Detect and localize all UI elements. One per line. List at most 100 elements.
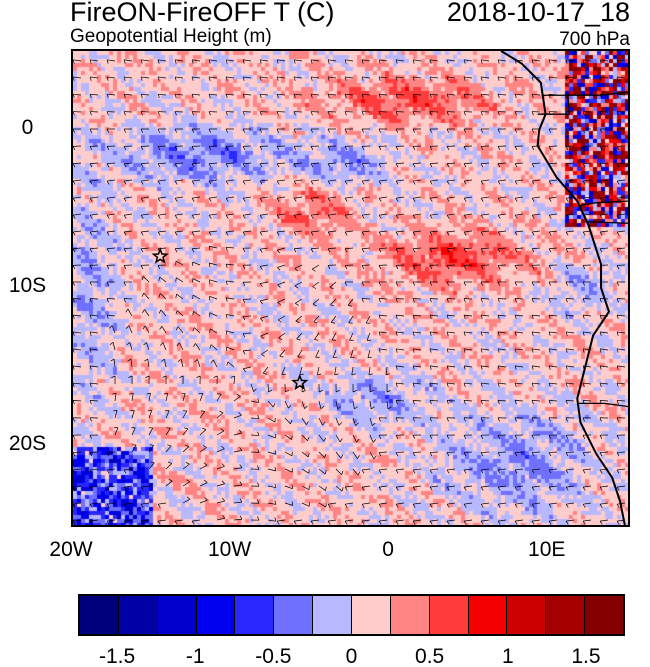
- wind-barb-tick: [242, 128, 245, 133]
- wind-barb: [294, 162, 303, 165]
- wind-barb-tick: [599, 163, 603, 168]
- wind-barb: [481, 162, 490, 165]
- wind-barb-tick: [174, 248, 178, 253]
- wind-barb: [413, 213, 422, 216]
- wind-barb: [566, 247, 575, 250]
- wind-barb-tick: [140, 486, 144, 491]
- wind-barb-tick: [242, 94, 245, 99]
- wind-barb-tick: [174, 520, 178, 525]
- wind-barb-tick: [361, 469, 365, 474]
- wind-barb-tick: [582, 59, 585, 64]
- wind-barb-tick: [327, 520, 331, 525]
- wind-barb: [481, 59, 490, 62]
- wind-barb-tick: [599, 76, 602, 81]
- wind-barb-tick: [378, 214, 382, 219]
- wind-barb: [464, 331, 473, 334]
- wind-barb: [497, 451, 507, 453]
- wind-barb-tick: [73, 265, 76, 270]
- wind-barb: [447, 314, 456, 317]
- wind-barb-tick: [344, 197, 348, 202]
- wind-barb: [396, 213, 405, 216]
- wind-barb-tick: [514, 248, 518, 253]
- wind-barb: [583, 76, 592, 79]
- wind-barb-tick: [268, 389, 273, 393]
- wind-barb-tick: [514, 452, 518, 457]
- wind-barb: [464, 196, 473, 199]
- wind-barb: [318, 400, 322, 409]
- colorbar-swatch: [507, 596, 547, 634]
- wind-barb: [335, 417, 340, 426]
- wind-barb: [328, 76, 337, 79]
- wind-barb: [260, 162, 269, 165]
- wind-barb: [413, 502, 422, 505]
- wind-barb-tick: [378, 435, 382, 439]
- wind-barb-tick: [361, 281, 364, 286]
- wind-barb: [379, 93, 388, 96]
- wind-barb-tick: [429, 469, 433, 474]
- wind-barb: [328, 162, 337, 165]
- wind-barb: [617, 314, 626, 317]
- wind-barb-tick: [259, 180, 263, 185]
- wind-barb-tick: [242, 214, 246, 219]
- wind-barb-tick: [191, 76, 194, 81]
- wind-barb-tick: [565, 214, 569, 219]
- wind-barb: [148, 410, 153, 419]
- wind-barb-tick: [429, 452, 433, 457]
- wind-barb-tick: [208, 146, 212, 151]
- wind-barb-tick: [582, 298, 585, 303]
- wind-barb-tick: [89, 231, 93, 236]
- wind-barb: [199, 499, 208, 504]
- wind-barb-tick: [599, 365, 602, 370]
- wind-barb: [395, 451, 405, 453]
- wind-barb-tick: [166, 427, 171, 429]
- wind-barb-tick: [531, 248, 535, 253]
- colorbar-swatch: [196, 596, 236, 634]
- wind-barb: [329, 281, 337, 288]
- wind-barb-tick: [497, 520, 501, 525]
- coastline: [500, 51, 626, 525]
- wind-barb-tick: [327, 76, 330, 81]
- wind-barb: [481, 76, 490, 79]
- wind-barb-tick: [616, 59, 619, 64]
- wind-barb-tick: [368, 373, 373, 376]
- wind-barb-tick: [226, 361, 229, 366]
- wind-barb-tick: [174, 146, 178, 151]
- wind-barb-tick: [293, 248, 297, 253]
- wind-barb-tick: [140, 76, 143, 81]
- wind-barb: [413, 179, 422, 182]
- wind-barb-tick: [259, 146, 263, 151]
- wind-barb-tick: [373, 455, 377, 460]
- wind-barb: [260, 93, 269, 96]
- wind-barb-tick: [106, 231, 110, 236]
- wind-barb-tick: [294, 268, 299, 272]
- wind-barb: [294, 196, 303, 199]
- map-overlay: [73, 51, 628, 525]
- wind-barb: [107, 76, 116, 79]
- wind-barb-tick: [599, 248, 603, 253]
- wind-barb: [395, 400, 405, 402]
- wind-barb: [515, 519, 524, 522]
- wind-barb: [148, 393, 151, 402]
- wind-barb: [549, 76, 558, 79]
- wind-barb: [345, 93, 354, 96]
- wind-barb: [250, 417, 259, 420]
- wind-barb-tick: [157, 520, 161, 525]
- wind-barb: [430, 365, 439, 368]
- wind-barb-tick: [175, 277, 177, 282]
- wind-barb-tick: [177, 358, 182, 362]
- wind-barb: [617, 247, 626, 250]
- wind-barb-tick: [89, 348, 92, 353]
- wind-barb: [464, 485, 473, 488]
- wind-barb: [464, 59, 473, 62]
- wind-barb: [600, 331, 609, 334]
- wind-barb-tick: [616, 417, 619, 422]
- wind-barb-tick: [361, 248, 365, 253]
- wind-barb-tick: [378, 469, 382, 474]
- wind-barb: [195, 343, 201, 351]
- wind-barb-tick: [276, 197, 280, 202]
- wind-barb: [179, 342, 184, 351]
- wind-barb: [107, 247, 116, 250]
- wind-barb: [413, 93, 422, 96]
- wind-barb-tick: [209, 344, 212, 349]
- wind-barb: [430, 519, 439, 522]
